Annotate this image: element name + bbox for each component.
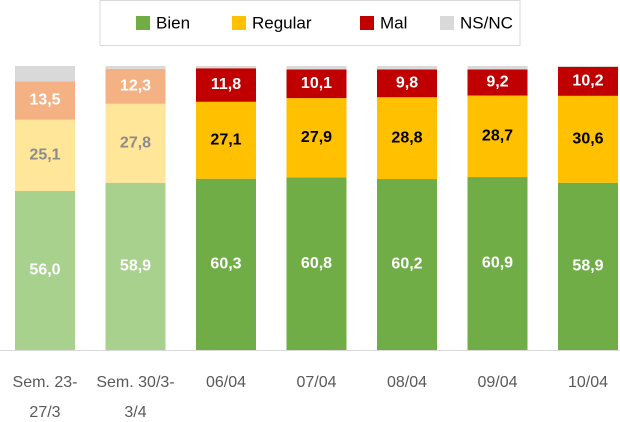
legend-swatch [360,16,374,30]
bar-segment [467,69,528,96]
bar-segment [558,182,618,350]
data-label: 27,1 [210,131,241,148]
data-label: 10,2 [572,73,603,90]
bar-segment [105,68,166,104]
bar-segment [467,95,528,178]
bar-segment [196,66,256,69]
bar-segment [15,190,75,350]
data-label: 13,5 [29,92,60,109]
legend-label: Regular [252,13,312,32]
bar-segment [377,97,437,180]
bar-segment [467,66,528,70]
bar-segment [377,66,437,70]
data-label: 12,3 [120,78,151,95]
legend-swatch [232,16,246,30]
bar-segment [196,178,256,350]
data-label: 60,8 [301,255,332,272]
bar-segment [105,182,166,350]
data-label: 9,8 [396,75,418,92]
x-tick-label: 07/04 [296,374,337,391]
bar-segment [15,119,75,191]
bar-segment [286,66,347,70]
data-label: 10,1 [301,75,332,92]
x-tick-label: Sem. 23-27/3 [12,374,78,421]
bar-segment [467,177,528,350]
legend-label: Bien [156,13,190,32]
bar-segment [558,95,618,183]
bar-segment [558,66,618,67]
data-label: 9,2 [486,74,508,91]
bar-segment [15,66,75,82]
legend-swatch [440,16,454,30]
data-label: 27,9 [301,129,332,146]
data-label: 28,7 [482,128,513,145]
x-tick-label: Sem. 30/3-3/4 [96,374,175,421]
bar-segment [196,101,256,179]
legend-label: NS/NC [460,13,513,32]
x-tick-label: 10/04 [567,374,609,391]
bar-segment [558,66,618,96]
data-label: 11,8 [211,76,241,93]
x-tick-label: 08/04 [386,374,428,391]
bar-segment [286,69,347,99]
legend-swatch [136,16,150,30]
x-tick-label: 06/04 [205,374,247,391]
x-tick-label: 09/04 [477,374,518,391]
data-label: 27,8 [120,134,151,151]
data-label: 25,1 [29,147,60,164]
bar-segment [286,177,347,350]
bar-segment [286,98,347,178]
data-label: 28,8 [391,129,422,146]
data-label: 58,9 [572,258,603,275]
bar-segment [105,103,166,183]
data-label: 30,6 [572,130,603,147]
bar-segment [377,179,437,350]
legend-label: Mal [380,13,407,32]
data-label: 56,0 [29,262,60,279]
bar-segment [15,81,75,120]
data-label: 58,9 [120,258,151,275]
data-label: 60,9 [482,255,513,272]
bar-segment [196,68,256,102]
bar-segment [105,66,166,69]
data-label: 60,3 [210,256,241,273]
data-label: 60,2 [391,256,422,273]
bar-segment [377,69,437,98]
